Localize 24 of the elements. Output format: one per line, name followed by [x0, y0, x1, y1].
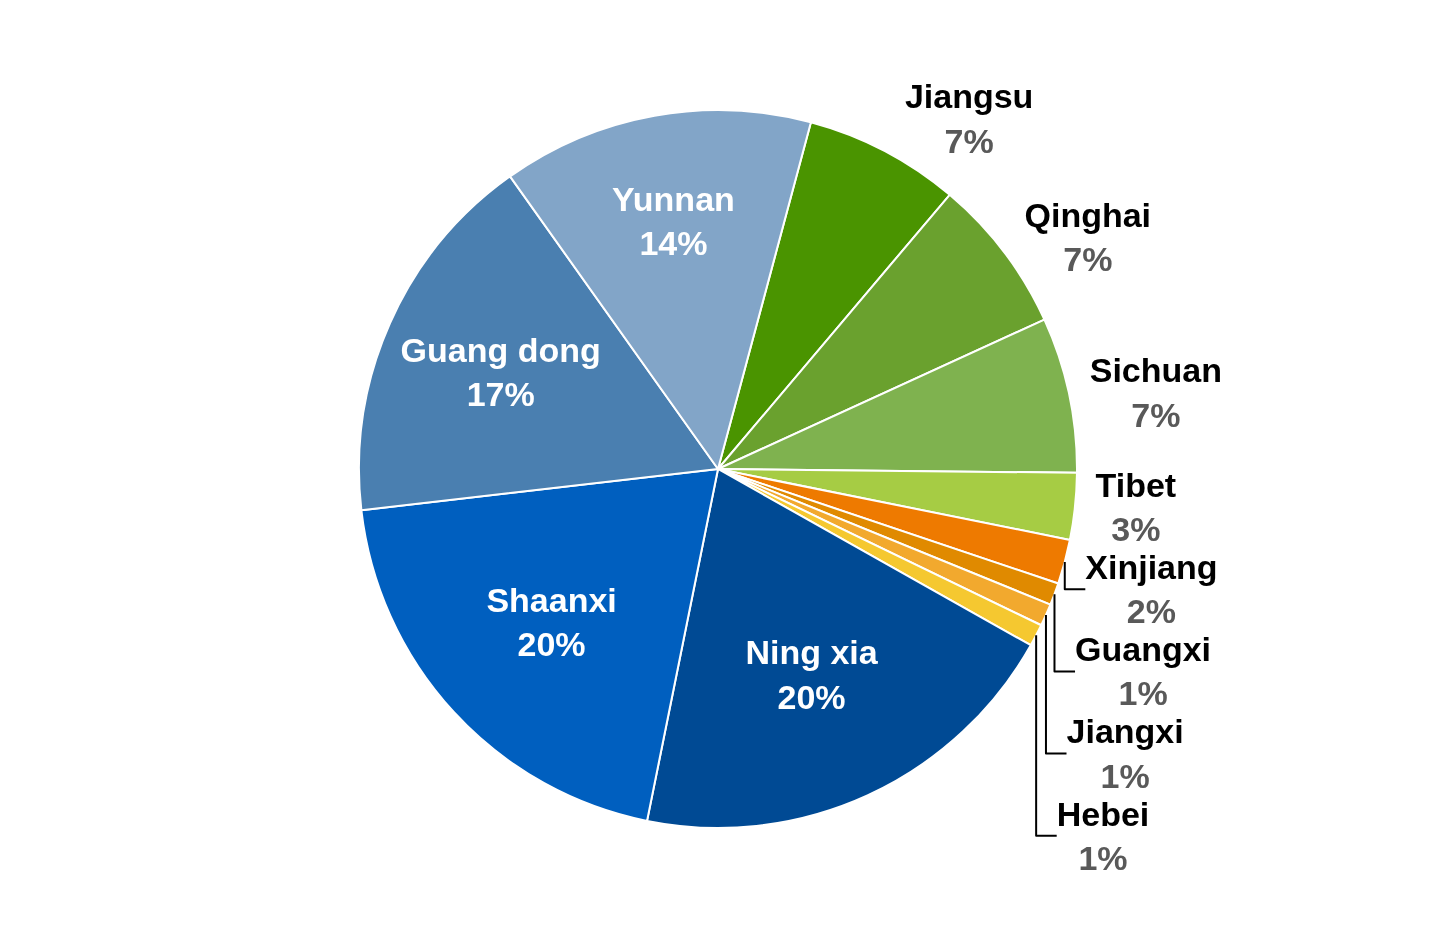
- data-label: 17%: [466, 375, 535, 414]
- slice-label: Jiangsu: [904, 77, 1034, 116]
- data-label: 3%: [1111, 510, 1161, 549]
- slice-label: Tibet: [1095, 465, 1177, 504]
- slice-label: Yunnan: [612, 180, 735, 219]
- data-label: 7%: [1063, 240, 1113, 279]
- slice-label: Guangxi: [1075, 630, 1212, 669]
- slice-label: Guang dong: [400, 331, 601, 370]
- slice-label: Hebei: [1056, 794, 1150, 833]
- slice-label: Sichuan: [1089, 351, 1222, 390]
- data-label: 2%: [1126, 592, 1176, 631]
- data-label: 1%: [1100, 756, 1150, 795]
- slice-label: Shaanxi: [486, 580, 617, 619]
- slice-label: Jiangxi: [1066, 712, 1184, 751]
- data-label: 1%: [1078, 838, 1128, 877]
- data-label: 20%: [777, 677, 846, 716]
- data-label: 20%: [517, 625, 586, 664]
- data-label: 14%: [639, 224, 708, 263]
- data-label: 7%: [1131, 395, 1181, 434]
- data-label: 1%: [1118, 674, 1168, 713]
- slice-label: Xinjiang: [1085, 548, 1218, 587]
- slice-label: Ning xia: [745, 633, 879, 672]
- slice-label: Qinghai: [1024, 195, 1152, 234]
- data-label: 7%: [944, 121, 994, 160]
